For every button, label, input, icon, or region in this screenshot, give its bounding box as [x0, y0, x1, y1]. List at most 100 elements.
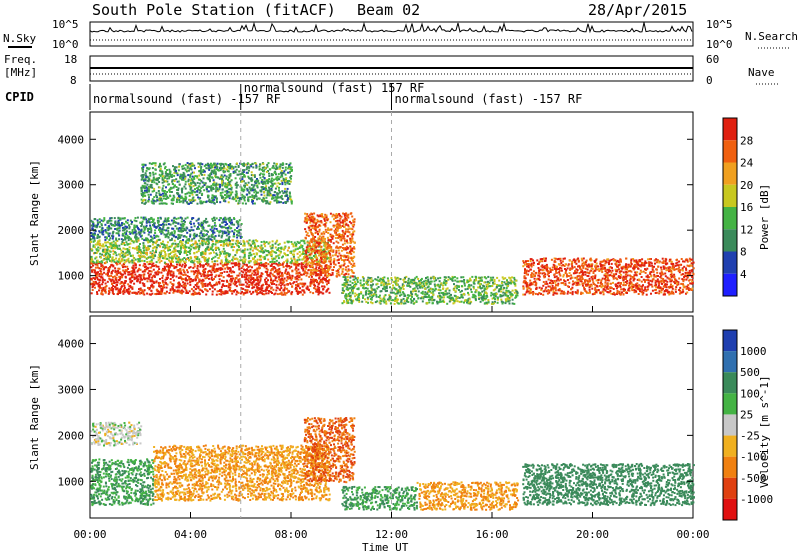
scatter-point — [267, 250, 269, 252]
scatter-point — [252, 240, 254, 242]
scatter-point — [123, 290, 125, 292]
scatter-point — [132, 265, 134, 267]
noise-axis-bottom: 10^0 — [52, 38, 79, 51]
scatter-point — [293, 281, 295, 283]
scatter-point — [224, 264, 226, 266]
scatter-point — [177, 193, 179, 195]
scatter-point — [113, 293, 115, 295]
scatter-point — [318, 277, 320, 279]
scatter-point — [164, 190, 166, 192]
scatter-point — [107, 255, 109, 257]
scatter-point — [270, 185, 272, 187]
scatter-point — [230, 275, 232, 277]
scatter-point — [97, 247, 99, 249]
scatter-point — [278, 262, 280, 264]
scatter-point — [214, 260, 216, 262]
scatter-point — [127, 250, 129, 252]
scatter-point — [282, 163, 284, 165]
scatter-point — [230, 290, 232, 292]
scatter-point — [149, 175, 151, 177]
scatter-point — [127, 219, 129, 221]
scatter-point — [219, 241, 221, 243]
scatter-point — [114, 217, 116, 219]
scatter-point — [114, 247, 116, 249]
scatter-point — [231, 168, 233, 170]
scatter-point — [145, 164, 147, 166]
scatter-point — [279, 254, 281, 256]
scatter-point — [252, 257, 254, 259]
scatter-point — [118, 230, 120, 232]
scatter-point — [101, 254, 103, 256]
scatter-point — [239, 197, 241, 199]
scatter-point — [225, 232, 227, 234]
scatter-point — [222, 188, 224, 190]
scatter-point — [308, 276, 310, 278]
scatter-point — [106, 285, 108, 287]
scatter-point — [321, 222, 323, 224]
scatter-point — [260, 251, 262, 253]
scatter-point — [220, 192, 222, 194]
scatter-point — [140, 236, 142, 238]
scatter-point — [169, 239, 171, 241]
scatter-point — [140, 274, 142, 276]
scatter-point — [243, 174, 245, 176]
scatter-point — [270, 288, 272, 290]
scatter-point — [178, 181, 180, 183]
scatter-point — [254, 176, 256, 178]
scatter-point — [124, 253, 126, 255]
scatter-point — [190, 188, 192, 190]
scatter-point — [280, 172, 282, 174]
scatter-point — [195, 246, 197, 248]
scatter-point — [260, 177, 262, 179]
scatter-point — [207, 244, 209, 246]
scatter-point — [150, 231, 152, 233]
scatter-point — [273, 275, 275, 277]
scatter-point — [225, 239, 227, 241]
scatter-point — [272, 244, 274, 246]
scatter-point — [134, 274, 136, 276]
scatter-point — [105, 229, 107, 231]
scatter-point — [317, 221, 319, 223]
scatter-point — [256, 185, 258, 187]
scatter-point — [302, 268, 304, 270]
scatter-point — [156, 183, 158, 185]
scatter-point — [293, 245, 295, 247]
scatter-point — [169, 249, 171, 251]
scatter-point — [319, 235, 321, 237]
scatter-point — [239, 173, 241, 175]
scatter-point — [126, 230, 128, 232]
scatter-point — [170, 289, 172, 291]
scatter-point — [216, 254, 218, 256]
scatter-point — [104, 249, 106, 251]
scatter-point — [177, 243, 179, 245]
scatter-point — [226, 164, 228, 166]
scatter-point — [197, 277, 199, 279]
scatter-point — [212, 293, 214, 295]
scatter-point — [302, 248, 304, 250]
scatter-point — [109, 256, 111, 258]
noise-axis-right-top: 10^5 — [706, 18, 733, 31]
scatter-point — [124, 226, 126, 228]
scatter-point — [211, 197, 213, 199]
scatter-point — [282, 192, 284, 194]
scatter-point — [328, 266, 330, 268]
scatter-point — [259, 264, 261, 266]
scatter-point — [189, 199, 191, 201]
scatter-point — [153, 241, 155, 243]
scatter-point — [123, 247, 125, 249]
scatter-point — [190, 180, 192, 182]
scatter-point — [243, 260, 245, 262]
scatter-point — [162, 175, 164, 177]
scatter-point — [277, 182, 279, 184]
scatter-point — [149, 263, 151, 265]
scatter-point — [134, 248, 136, 250]
scatter-point — [134, 262, 136, 264]
scatter-point — [172, 223, 174, 225]
scatter-point — [206, 289, 208, 291]
scatter-point — [329, 292, 331, 294]
scatter-point — [231, 191, 233, 193]
scatter-point — [112, 291, 114, 293]
scatter-point — [264, 245, 266, 247]
scatter-point — [211, 276, 213, 278]
scatter-point — [257, 259, 259, 261]
